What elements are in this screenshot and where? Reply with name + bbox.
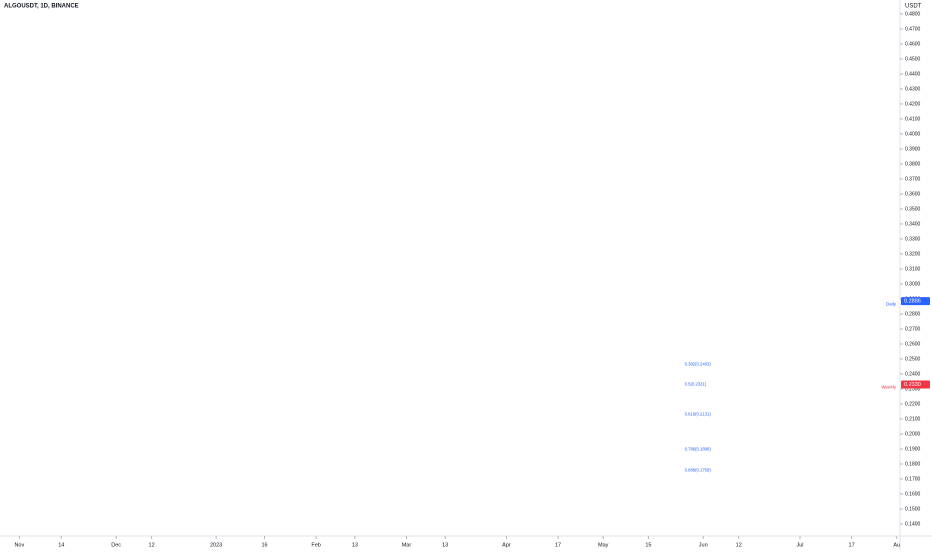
x-tick-label: 2023: [210, 542, 222, 548]
x-tick-label: 17: [555, 542, 561, 548]
y-tick-label: 0.1700: [905, 476, 921, 482]
y-tick-label: 0.3200: [905, 251, 921, 257]
x-tick-label: 17: [849, 542, 855, 548]
y-tick-label: 0.2500: [905, 356, 921, 362]
x-tick-label: 13: [442, 542, 448, 548]
x-tick-label: Feb: [311, 542, 320, 548]
y-tick-label: 0.2100: [905, 416, 921, 422]
y-tick-label: 0.1800: [905, 461, 921, 467]
y-tick-label: 0.4700: [905, 26, 921, 32]
x-tick-label: Mar: [402, 542, 412, 548]
x-tick-label: 16: [261, 542, 267, 548]
axis-unit: USDT: [905, 4, 922, 10]
x-tick-label: 12: [736, 542, 742, 548]
x-tick-label: Nov: [14, 542, 24, 548]
level-tag: Daily: [886, 301, 897, 306]
y-tick-label: 0.4100: [905, 116, 921, 122]
x-tick-label: May: [598, 542, 609, 548]
price-tag: [901, 297, 930, 306]
y-tick-label: 0.2300: [905, 386, 921, 392]
x-tick-label: 14: [58, 542, 64, 548]
y-tick-label: 0.3000: [905, 281, 921, 287]
x-tick-label: Jun: [699, 542, 708, 548]
y-tick-label: 0.4500: [905, 56, 921, 62]
y-tick-label: 0.1500: [905, 506, 921, 512]
y-tick-label: 0.2700: [905, 326, 921, 332]
y-tick-label: 0.2400: [905, 371, 921, 377]
fib-label: 0.786(0.1898): [685, 446, 712, 451]
y-tick-label: 0.2200: [905, 401, 921, 407]
y-tick-label: 0.2600: [905, 341, 921, 347]
y-tick-label: 0.2800: [905, 311, 921, 317]
price-tag: [901, 380, 930, 389]
x-tick-label: Jul: [796, 542, 803, 548]
x-tick-label: 15: [645, 542, 651, 548]
y-tick-label: 0.4300: [905, 86, 921, 92]
y-tick-label: 0.4200: [905, 101, 921, 107]
y-tick-label: 0.1400: [905, 521, 921, 527]
level-tag: Weekly: [881, 385, 896, 390]
y-tick-label: 0.3800: [905, 161, 921, 167]
y-tick-label: 0.3100: [905, 266, 921, 272]
y-tick-label: 0.3900: [905, 146, 921, 152]
fib-label: 0.382(0.2463): [685, 362, 712, 367]
y-tick-label: 0.1900: [905, 446, 921, 452]
y-tick-label: 0.4800: [905, 11, 921, 17]
y-tick-label: 0.4000: [905, 131, 921, 137]
y-tick-label: 0.3400: [905, 221, 921, 227]
x-tick-label: Apr: [502, 542, 511, 548]
y-tick-label: 0.3600: [905, 191, 921, 197]
fib-label: 0.886(0.1758): [685, 467, 712, 472]
chart-title: ALGOUSDT, 1D, BINANCE: [4, 4, 79, 10]
y-tick-label: 0.3700: [905, 176, 921, 182]
y-tick-label: 0.4400: [905, 71, 921, 77]
x-tick-label: 13: [352, 542, 358, 548]
x-tick-label: 12: [149, 542, 155, 548]
y-tick-label: 0.3300: [905, 236, 921, 242]
price-tag-label: 0.2330: [904, 382, 921, 388]
fib-label: 0.5(0.2331): [685, 381, 707, 386]
x-tick-label: Au: [893, 542, 900, 548]
fib-label: 0.618(0.2131): [685, 411, 712, 416]
y-tick-label: 0.3500: [905, 206, 921, 212]
y-tick-label: 0.4600: [905, 41, 921, 47]
y-tick-label: 0.1600: [905, 491, 921, 497]
x-tick-label: Dec: [111, 542, 121, 548]
price-tag-label: 0.2886: [904, 299, 921, 305]
y-tick-label: 0.2000: [905, 431, 921, 437]
